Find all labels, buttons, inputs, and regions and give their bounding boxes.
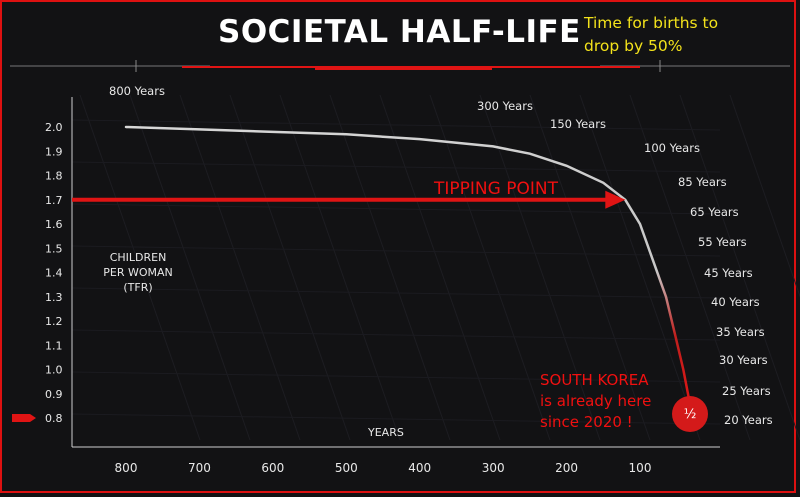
grid-line [679, 94, 800, 441]
grid-line [529, 94, 651, 441]
y-tick-label: 1.4 [45, 267, 63, 280]
half-life-label: 65 Years [690, 205, 739, 219]
y-tick-label: 0.9 [45, 388, 63, 401]
x-tick-label: 300 [482, 461, 505, 475]
half-marker-badge: ½ [672, 396, 708, 432]
y-tick-label: 1.3 [45, 291, 63, 304]
y-tick-labels: 2.0 1.9 1.8 1.7 1.6 1.5 1.4 1.3 1.2 1.1 1.0 0.9 0.8 [12, 121, 63, 425]
half-life-label: 85 Years [678, 175, 727, 189]
x-tick-label: 200 [555, 461, 578, 475]
grid-line [71, 371, 721, 383]
x-axis-label: YEARS [368, 426, 404, 439]
grid-line [71, 119, 721, 131]
y-tick-label: 1.8 [45, 170, 63, 183]
half-life-labels: 800 Years 300 Years 150 Years 100 Years 85 Y… [109, 84, 773, 427]
grid-line [379, 94, 501, 441]
grid-line [429, 94, 551, 441]
tfr-curve-line [124, 125, 694, 415]
grid-line [479, 94, 601, 441]
y-tick-label: 1.6 [45, 218, 63, 231]
tipping-point-label: TIPPING POINT [434, 179, 558, 199]
y-tick-label: 1.7 [45, 194, 63, 207]
half-life-label: 30 Years [719, 353, 768, 367]
x-tick-label: 400 [408, 461, 431, 475]
tipping-point-arrow [72, 190, 626, 209]
grid [71, 94, 800, 441]
y-tick-label: 1.2 [45, 315, 63, 328]
y-axis-label-line-3: (TFR) [123, 281, 153, 294]
tipping-arrow-head [605, 190, 626, 209]
grid-line [71, 329, 721, 341]
grid-line [79, 94, 201, 441]
korea-line-2: is already here [540, 392, 652, 410]
grid-line [329, 94, 451, 441]
x-tick-label: 100 [629, 461, 652, 475]
half-life-label: 100 Years [644, 141, 700, 155]
y-tick-label: 2.0 [45, 121, 63, 134]
south-korea-note: SOUTH KOREA is already here since 2020 ! [540, 370, 651, 433]
grid-line [579, 94, 701, 441]
grid-line [179, 94, 301, 441]
y-tick-label: 1.0 [45, 364, 63, 377]
half-life-label: 150 Years [550, 117, 606, 131]
half-life-label: 800 Years [109, 84, 165, 98]
grid-line [71, 161, 721, 173]
y-tick-highlight-marker [12, 414, 36, 422]
y-tick-label: 1.5 [45, 242, 63, 255]
grid-line [71, 203, 721, 215]
note-line-1: Time for births to [584, 14, 719, 32]
korea-line-3: since 2020 ! [540, 413, 633, 431]
grid-line [129, 94, 251, 441]
grid-line [729, 94, 800, 298]
header-decoration [10, 60, 790, 72]
y-tick-label: 0.8 [45, 412, 63, 425]
y-tick-label: 1.9 [45, 145, 63, 158]
half-life-note: Time for births to drop by 50% [584, 12, 744, 58]
half-life-label: 40 Years [711, 295, 760, 309]
grid-line [71, 287, 721, 299]
x-tick-label: 800 [115, 461, 138, 475]
half-life-label: 300 Years [477, 99, 533, 113]
grid-line [71, 413, 721, 425]
note-line-2: drop by 50% [584, 37, 683, 55]
y-axis-label: CHILDREN PER WOMAN (TFR) [100, 250, 176, 295]
y-axis-label-line-2: PER WOMAN [103, 266, 173, 279]
y-axis-label-line-1: CHILDREN [109, 251, 167, 264]
x-tick-labels: 800 700 600 500 400 300 200 100 [115, 461, 652, 475]
x-tick-label: 500 [335, 461, 358, 475]
y-tick-label: 1.1 [45, 339, 63, 352]
half-life-label: 35 Years [716, 325, 765, 339]
x-tick-label: 700 [188, 461, 211, 475]
grid-line [629, 94, 751, 441]
half-life-label: 55 Years [698, 235, 747, 249]
grid-line [71, 245, 721, 257]
grid-line [279, 94, 401, 441]
half-life-label: 25 Years [722, 384, 771, 398]
chart-title: SOCIETAL HALF-LIFE [218, 14, 581, 50]
half-life-label: 45 Years [704, 266, 753, 280]
axes [71, 97, 720, 448]
x-tick-label: 600 [261, 461, 284, 475]
korea-line-1: SOUTH KOREA [540, 371, 649, 389]
grid-line [229, 94, 351, 441]
half-life-label: 20 Years [724, 413, 773, 427]
